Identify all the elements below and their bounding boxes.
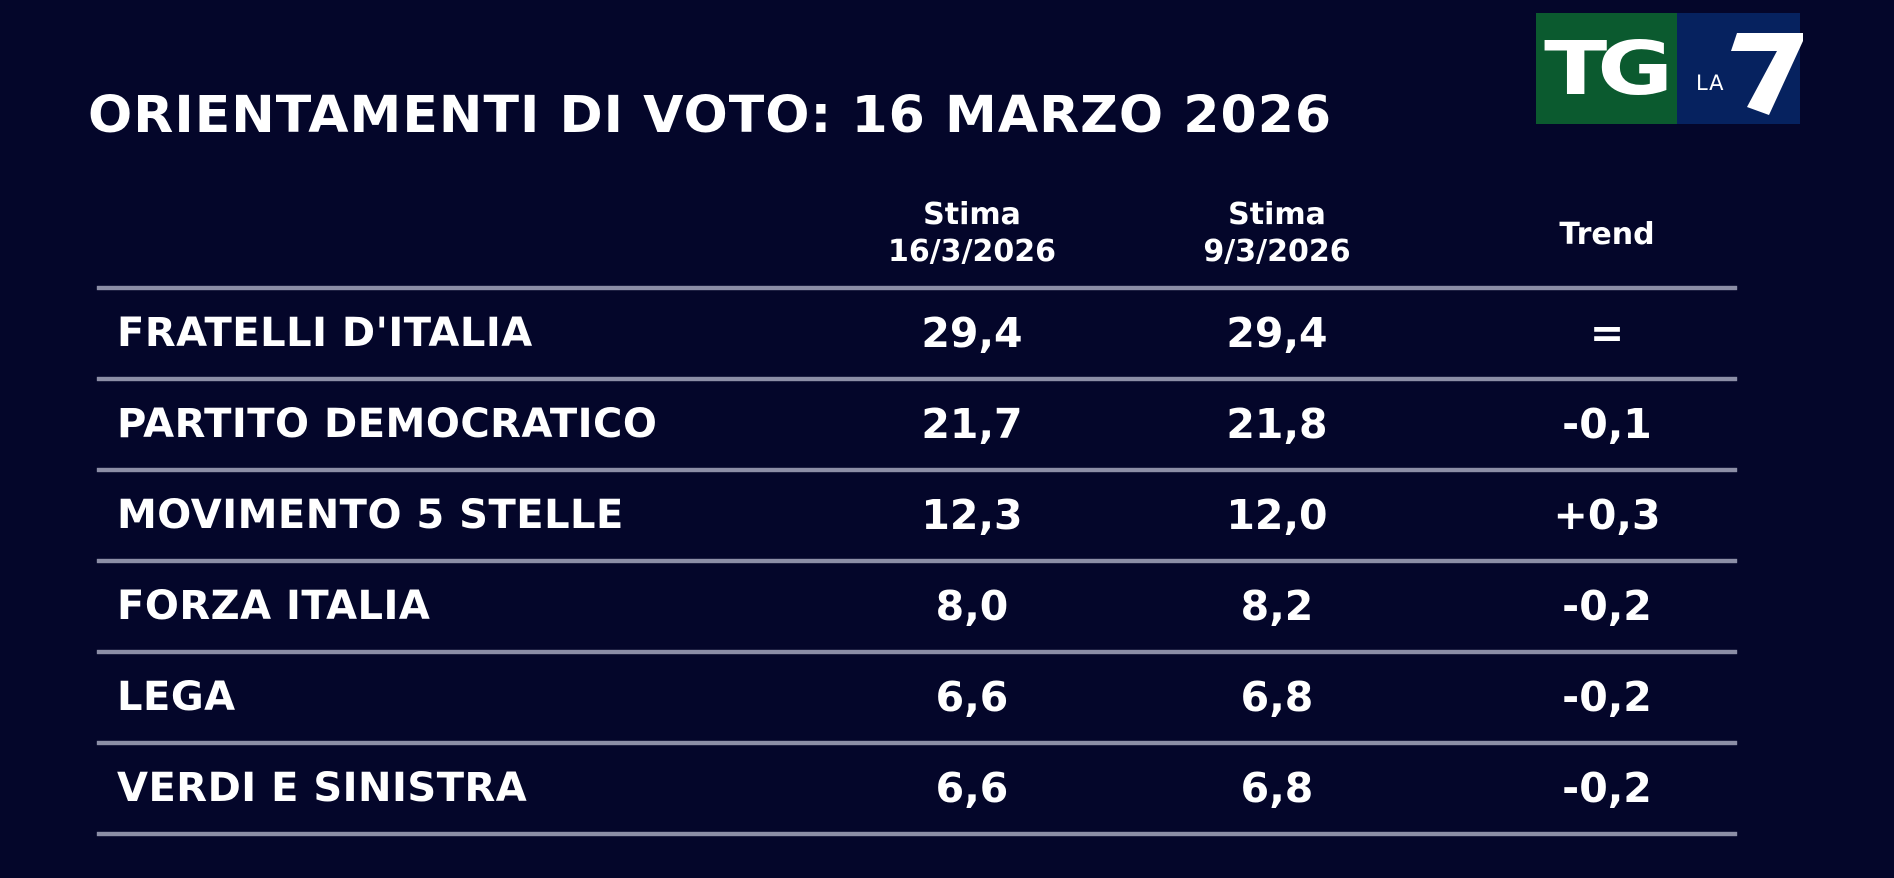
divider xyxy=(97,741,1737,745)
table-row: LEGA 6,6 6,8 -0,2 xyxy=(97,654,1737,741)
current-value: 29,4 xyxy=(921,309,1023,357)
logo-seven-icon xyxy=(1731,33,1803,115)
logo-tg-text: TG xyxy=(1543,25,1673,112)
header-current-estimate: Stima 16/3/2026 xyxy=(847,196,1097,270)
header-previous-estimate: Stima 9/3/2026 xyxy=(1152,196,1402,270)
party-name: FORZA ITALIA xyxy=(117,583,431,629)
trend-value: +0,3 xyxy=(1553,491,1661,539)
table-row: MOVIMENTO 5 STELLE 12,3 12,0 +0,3 xyxy=(97,472,1737,559)
page-title: ORIENTAMENTI DI VOTO: 16 MARZO 2026 xyxy=(88,86,1333,145)
header-current-date: 16/3/2026 xyxy=(887,234,1057,269)
party-name: LEGA xyxy=(117,674,236,720)
trend-value: -0,1 xyxy=(1562,400,1652,448)
tg-la7-logo: TG LA xyxy=(1536,13,1803,124)
table-row: FORZA ITALIA 8,0 8,2 -0,2 xyxy=(97,563,1737,650)
table-row: FRATELLI D'ITALIA 29,4 29,4 = xyxy=(97,290,1737,377)
table-row: PARTITO DEMOCRATICO 21,7 21,8 -0,1 xyxy=(97,381,1737,468)
divider xyxy=(97,286,1737,290)
logo-la-text: LA xyxy=(1696,71,1725,95)
trend-value: -0,2 xyxy=(1562,673,1652,721)
table-row: VERDI E SINISTRA 6,6 6,8 -0,2 xyxy=(97,745,1737,832)
party-name: MOVIMENTO 5 STELLE xyxy=(117,492,624,538)
divider xyxy=(97,559,1737,563)
logo-blue-block: LA xyxy=(1677,13,1803,124)
table-header: Stima 16/3/2026 Stima 9/3/2026 Trend xyxy=(97,190,1737,286)
current-value: 6,6 xyxy=(935,673,1009,721)
previous-value: 12,0 xyxy=(1226,491,1328,539)
previous-value: 21,8 xyxy=(1226,400,1328,448)
divider xyxy=(97,468,1737,472)
trend-value: -0,2 xyxy=(1562,582,1652,630)
party-name: VERDI E SINISTRA xyxy=(117,765,528,811)
divider xyxy=(97,832,1737,836)
header-previous-date: 9/3/2026 xyxy=(1203,234,1351,269)
divider xyxy=(97,650,1737,654)
current-value: 8,0 xyxy=(935,582,1009,630)
trend-value: = xyxy=(1589,309,1625,357)
current-value: 21,7 xyxy=(921,400,1023,448)
header-previous-label: Stima xyxy=(1228,197,1326,232)
previous-value: 29,4 xyxy=(1226,309,1328,357)
poll-table: Stima 16/3/2026 Stima 9/3/2026 Trend FRA… xyxy=(97,190,1737,836)
current-value: 6,6 xyxy=(935,764,1009,812)
party-name: FRATELLI D'ITALIA xyxy=(117,310,533,356)
header-trend: Trend xyxy=(1559,217,1655,252)
divider xyxy=(97,377,1737,381)
logo-green-block: TG xyxy=(1536,13,1677,124)
previous-value: 8,2 xyxy=(1240,582,1314,630)
previous-value: 6,8 xyxy=(1240,764,1314,812)
header-current-label: Stima xyxy=(923,197,1021,232)
current-value: 12,3 xyxy=(921,491,1023,539)
trend-value: -0,2 xyxy=(1562,764,1652,812)
previous-value: 6,8 xyxy=(1240,673,1314,721)
party-name: PARTITO DEMOCRATICO xyxy=(117,401,658,447)
